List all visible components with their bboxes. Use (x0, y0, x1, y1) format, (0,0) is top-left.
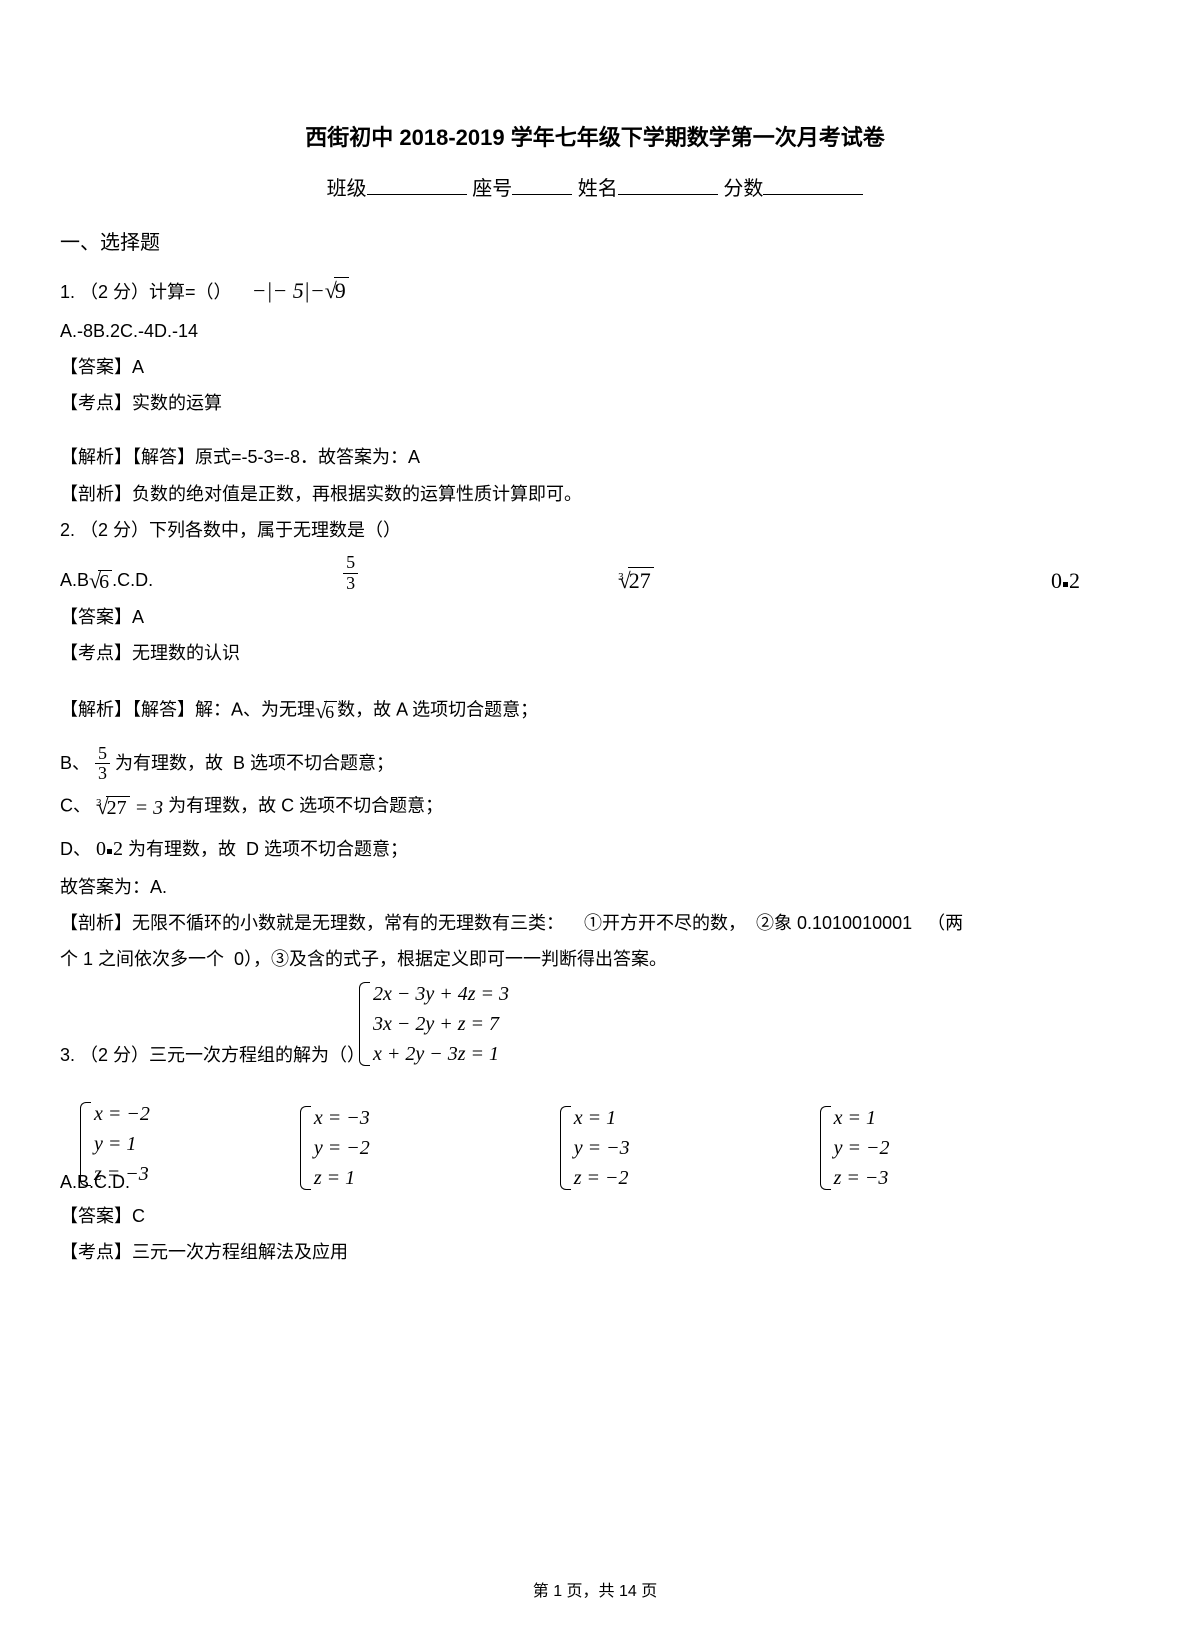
q2-stem: 2. （2 分）下列各数中，属于无理数是（） (60, 513, 1130, 547)
q2-kaodian: 【考点】无理数的认识 (60, 636, 1130, 670)
page-title: 西街初中 2018-2019 学年七年级下学期数学第一次月考试卷 (60, 120, 1130, 152)
score-blank[interactable] (763, 175, 863, 195)
q1-stem: 1. （2 分）计算=（） −|− 5|−√9 (60, 270, 1130, 312)
q3-kaodian: 【考点】三元一次方程组解法及应用 (60, 1235, 1130, 1269)
section-heading: 一、选择题 (60, 226, 1130, 255)
q2-optD: 02 (1051, 568, 1080, 594)
class-blank[interactable] (367, 175, 467, 195)
q3-optB: x = −3 y = −2 z = 1 (300, 1103, 370, 1193)
q1-expr: −|− 5|−√9 (252, 278, 349, 303)
q2-jiexi-A: 【解析】【解答】解：A、为无理√6数，故 A 选项切合题意； (60, 690, 1130, 732)
q3-stem: 3. （2 分）三元一次方程组的解为（） (60, 1038, 365, 1072)
name-label: 姓名 (578, 178, 618, 200)
q2-pouxi1: 【剖析】无限不循环的小数就是无理数，常有的无理数有三类： ①开方开不尽的数， ②… (60, 906, 1130, 940)
q2-opt-lead: A.B√6.C.D. (60, 568, 153, 594)
q3-answer: 【答案】C (60, 1199, 1130, 1233)
q1-options: A.-8B.2C.-4D.-14 (60, 314, 1130, 348)
q1-pouxi: 【剖析】负数的绝对值是正数，再根据实数的运算性质计算即可。 (60, 477, 1130, 511)
q2-conclusion: 故答案为：A. (60, 870, 1130, 904)
q2-jiexi-B: B、 53 为有理数，故 B 选项不切合题意； (60, 744, 1130, 785)
name-blank[interactable] (618, 175, 718, 195)
q2-options-row: A.B√6.C.D. 53 3√27 02 (60, 553, 1130, 594)
q3-options-row: A.B.C.D. x = −2 y = 1 z = −3 x = −3 y = … (60, 1099, 1130, 1193)
q2-jiexi-D: D、 02 为有理数，故 D 选项不切合题意； (60, 830, 1130, 868)
q1-stem-text: 1. （2 分）计算=（） (60, 282, 232, 302)
q1-kaodian: 【考点】实数的运算 (60, 386, 1130, 420)
seat-label: 座号 (472, 178, 512, 200)
header-fields: 班级 座号 姓名 分数 (60, 172, 1130, 201)
q2-optC: 3√27 (618, 568, 654, 594)
q3-stem-row: 3. （2 分）三元一次方程组的解为（） 2x − 3y + 4z = 3 3x… (60, 979, 1130, 1073)
q1-jiexi: 【解析】【解答】原式=-5-3=-8．故答案为：A (60, 440, 1130, 474)
page-footer: 第 1 页，共 14 页 (0, 1577, 1190, 1601)
q1-answer: 【答案】A (60, 350, 1130, 384)
q3-optD: x = 1 y = −2 z = −3 (820, 1103, 890, 1193)
q3-optC: x = 1 y = −3 z = −2 (560, 1103, 630, 1193)
q2-optB-frac: 53 (343, 553, 358, 594)
q3-optA: x = −2 y = 1 z = −3 (80, 1099, 150, 1189)
score-label: 分数 (723, 178, 763, 200)
q2-pouxi2: 个 1 之间依次多一个 0），③及含的式子，根据定义即可一一判断得出答案。 (60, 942, 1130, 976)
class-label: 班级 (327, 178, 367, 200)
q2-answer: 【答案】A (60, 600, 1130, 634)
q2-jiexi-C: C、 3√27 = 3 为有理数，故 C 选项不切合题意； (60, 786, 1130, 828)
seat-blank[interactable] (512, 175, 572, 195)
q3-system: 2x − 3y + 4z = 3 3x − 2y + z = 7 x + 2y … (359, 979, 509, 1069)
